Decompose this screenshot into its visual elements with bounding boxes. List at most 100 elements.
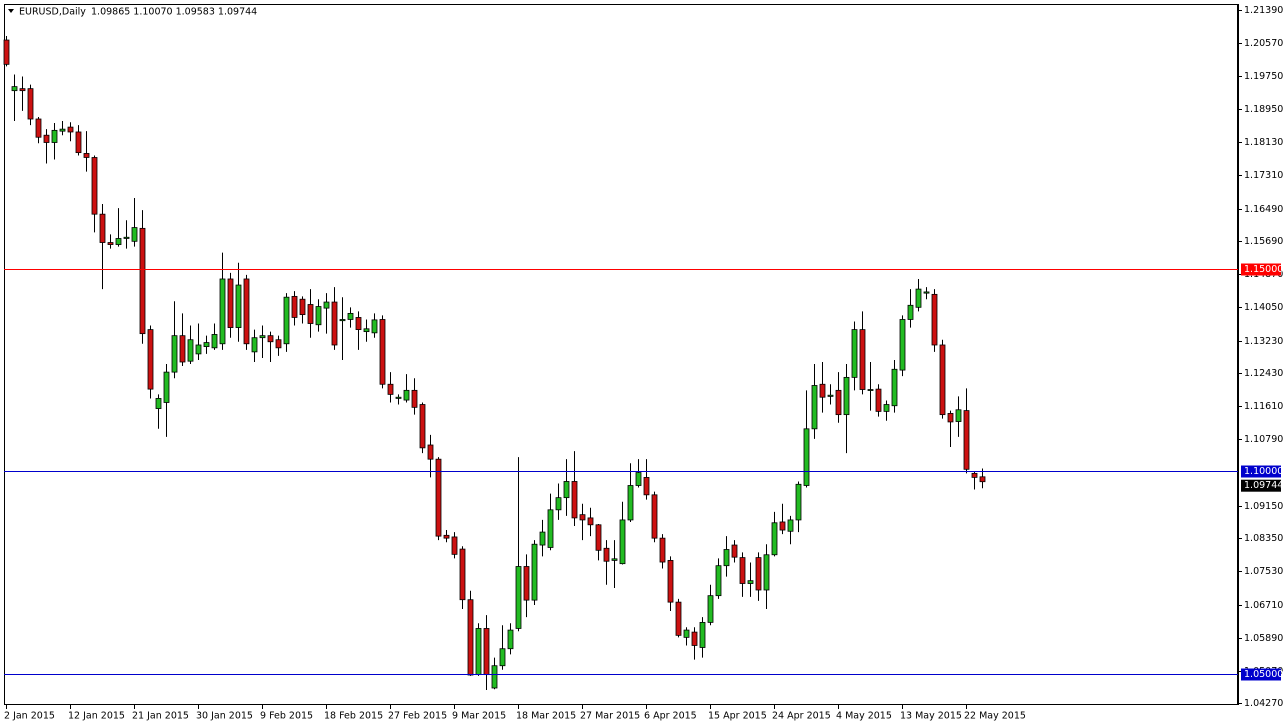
candle-body	[163, 371, 170, 403]
candle-body	[99, 213, 106, 243]
candle-body	[387, 383, 394, 395]
candle-body	[331, 301, 338, 346]
candle-body	[267, 335, 274, 343]
candle-body	[739, 557, 746, 584]
candle-body	[339, 319, 346, 322]
candle-body	[243, 278, 250, 345]
x-tick-label: 30 Jan 2015	[196, 711, 253, 722]
candle-body	[675, 601, 682, 636]
x-tick-label: 27 Mar 2015	[580, 711, 640, 722]
candle-body	[651, 494, 658, 539]
y-tick-label: 1.08350	[1244, 533, 1283, 544]
candle-body	[563, 481, 570, 499]
candle-body	[259, 335, 266, 339]
candle-body	[603, 547, 610, 562]
candle-body	[291, 295, 298, 318]
y-tick-label: 1.05890	[1244, 633, 1283, 644]
candle-body	[659, 537, 666, 563]
candle-body	[611, 558, 618, 561]
level-label: 1.10000	[1244, 466, 1283, 477]
candle-body	[435, 458, 442, 537]
y-tick-label: 1.18130	[1244, 137, 1283, 148]
candle-body	[483, 628, 490, 676]
level-label-box	[1241, 668, 1281, 681]
candle-body	[299, 298, 306, 316]
candle-body	[507, 629, 514, 650]
candle-body	[523, 566, 530, 601]
candle-body	[283, 296, 290, 345]
y-tick-label: 1.14050	[1244, 302, 1283, 313]
candle-body	[395, 396, 402, 399]
candle-body	[547, 509, 554, 548]
candle-body	[275, 339, 282, 349]
candle-body	[755, 557, 762, 591]
x-tick-label: 9 Mar 2015	[452, 711, 506, 722]
y-tick-label: 1.12430	[1244, 368, 1283, 379]
menu-arrow[interactable]	[8, 9, 14, 13]
x-tick-label: 24 Apr 2015	[772, 711, 831, 722]
candle-body	[859, 329, 866, 390]
y-tick-label: 1.20570	[1244, 38, 1283, 49]
candle-body	[691, 631, 698, 646]
candle-body	[35, 118, 42, 138]
candle-body	[419, 404, 426, 449]
candle-body	[379, 319, 386, 385]
level-label-box	[1241, 465, 1281, 478]
candle-body	[235, 284, 242, 328]
x-tick-label: 21 Jan 2015	[132, 711, 189, 722]
candle-body	[131, 227, 138, 242]
candle-body	[115, 238, 122, 245]
candle-body	[187, 339, 194, 362]
candle-body	[827, 394, 834, 397]
candle-body	[539, 531, 546, 546]
candle-body	[467, 599, 474, 676]
y-tick-label: 1.18950	[1244, 104, 1283, 115]
candle-body	[307, 304, 314, 324]
candle-body	[811, 385, 818, 430]
candle-body	[11, 86, 18, 92]
candle-body	[571, 481, 578, 519]
candle-body	[635, 472, 642, 486]
candle-body	[227, 278, 234, 328]
candle-body	[251, 337, 258, 353]
candle-body	[59, 128, 66, 132]
candle-body	[371, 319, 378, 334]
y-tick-label: 1.09150	[1244, 501, 1283, 512]
candle-body	[43, 134, 50, 143]
candle-body	[891, 368, 898, 407]
x-tick-label: 12 Jan 2015	[68, 711, 125, 722]
candle-body	[67, 126, 74, 133]
candle-body	[27, 88, 34, 120]
last-price-label: 1.09744	[1244, 480, 1283, 491]
candle-body	[515, 566, 522, 629]
ohlc-info: 1.09865 1.10070 1.09583 1.09744	[91, 7, 257, 18]
candle-body	[787, 519, 794, 532]
x-tick-label: 22 May 2015	[964, 711, 1026, 722]
last-price-box	[1241, 479, 1281, 492]
candle-body	[699, 621, 706, 648]
candle-body	[683, 629, 690, 638]
candle-body	[907, 304, 914, 320]
level-label: 1.15000	[1244, 264, 1283, 275]
candle-body	[971, 472, 978, 478]
candle-body	[363, 328, 370, 333]
candle-body	[491, 665, 498, 689]
candle-body	[443, 534, 450, 539]
candle-body	[3, 39, 10, 65]
candle-body	[723, 549, 730, 567]
candle-body	[355, 317, 362, 330]
candle-body	[211, 334, 218, 349]
candle-body	[579, 514, 586, 521]
x-tick-label: 18 Mar 2015	[516, 711, 576, 722]
candle-body	[835, 389, 842, 416]
candle-body	[587, 517, 594, 526]
x-tick-label: 2 Jan 2015	[4, 711, 55, 722]
candle-body	[83, 153, 90, 158]
candle-body	[595, 524, 602, 551]
candle-body	[203, 342, 210, 348]
candle-body	[619, 519, 626, 565]
candle-body	[803, 428, 810, 486]
candle-body	[819, 383, 826, 398]
y-tick-label: 1.06710	[1244, 600, 1283, 611]
